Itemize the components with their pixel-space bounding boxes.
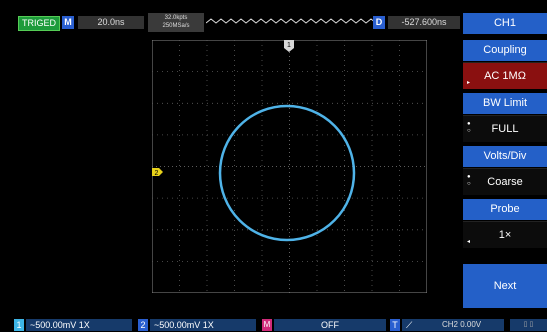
delay-label: D xyxy=(373,16,385,29)
rising-edge-icon: ⟋ xyxy=(406,320,413,330)
top-status-bar: TRIGED M 20.0ns 32.0kpts 250MSa/s D -527… xyxy=(0,0,547,36)
delay-value[interactable]: -527.600ns xyxy=(388,16,460,29)
ch1-scale[interactable]: ~500.00mV 1X xyxy=(26,319,132,331)
bw-limit-menu-button[interactable]: BW Limit xyxy=(463,93,547,114)
ch2-scale[interactable]: ~500.00mV 1X xyxy=(150,319,256,331)
acq-points: 32.0kpts xyxy=(164,15,188,21)
ch1-indicator[interactable]: 1 xyxy=(14,319,24,331)
acquisition-info: 32.0kpts 250MSa/s xyxy=(148,13,204,32)
probe-value[interactable]: 1× ◂ xyxy=(463,221,547,248)
radio-selected-icon: ● ○ xyxy=(467,174,471,187)
selector-arrow-icon: ▸ xyxy=(467,80,471,86)
math-status[interactable]: OFF xyxy=(274,319,386,331)
main-timebase-label: M xyxy=(62,16,74,29)
ch2-level-marker[interactable]: 2 xyxy=(152,168,163,177)
math-indicator[interactable]: M xyxy=(262,319,272,331)
trigger-status-badge: TRIGED xyxy=(18,16,60,31)
bottom-status-bar: 1 ~500.00mV 1X 2 ~500.00mV 1X M OFF T CH… xyxy=(0,318,547,332)
graticule-grid xyxy=(152,40,427,293)
trigger-indicator[interactable]: T xyxy=(390,319,400,331)
coupling-menu-button[interactable]: Coupling xyxy=(463,40,547,61)
coupling-value[interactable]: AC 1MΩ ▸ xyxy=(463,62,547,89)
svg-text:1: 1 xyxy=(287,42,291,49)
next-page-button[interactable]: Next xyxy=(463,264,547,308)
selector-arrow-icon: ◂ xyxy=(467,239,471,245)
probe-menu-button[interactable]: Probe xyxy=(463,199,547,220)
ch1-position-marker[interactable]: 1 xyxy=(284,40,294,52)
status-icons: ▯ ▯ xyxy=(510,319,547,331)
svg-text:2: 2 xyxy=(155,170,159,177)
memory-waveform-overview xyxy=(206,18,376,24)
waveform-display[interactable]: 1 2 xyxy=(152,40,427,293)
acq-rate: 250MSa/s xyxy=(162,23,190,29)
volts-div-menu-button[interactable]: Volts/Div xyxy=(463,146,547,167)
timebase-value[interactable]: 20.0ns xyxy=(78,16,144,29)
ch2-indicator[interactable]: 2 xyxy=(138,319,148,331)
xy-lissajous-trace xyxy=(218,104,356,242)
radio-selected-icon: ● ○ xyxy=(467,121,471,134)
volts-div-value[interactable]: Coarse ● ○ xyxy=(463,168,547,195)
menu-title-ch1: CH1 xyxy=(463,13,547,34)
bw-limit-value[interactable]: FULL ● ○ xyxy=(463,115,547,142)
trigger-level[interactable]: CH2 0.00V xyxy=(402,319,504,331)
